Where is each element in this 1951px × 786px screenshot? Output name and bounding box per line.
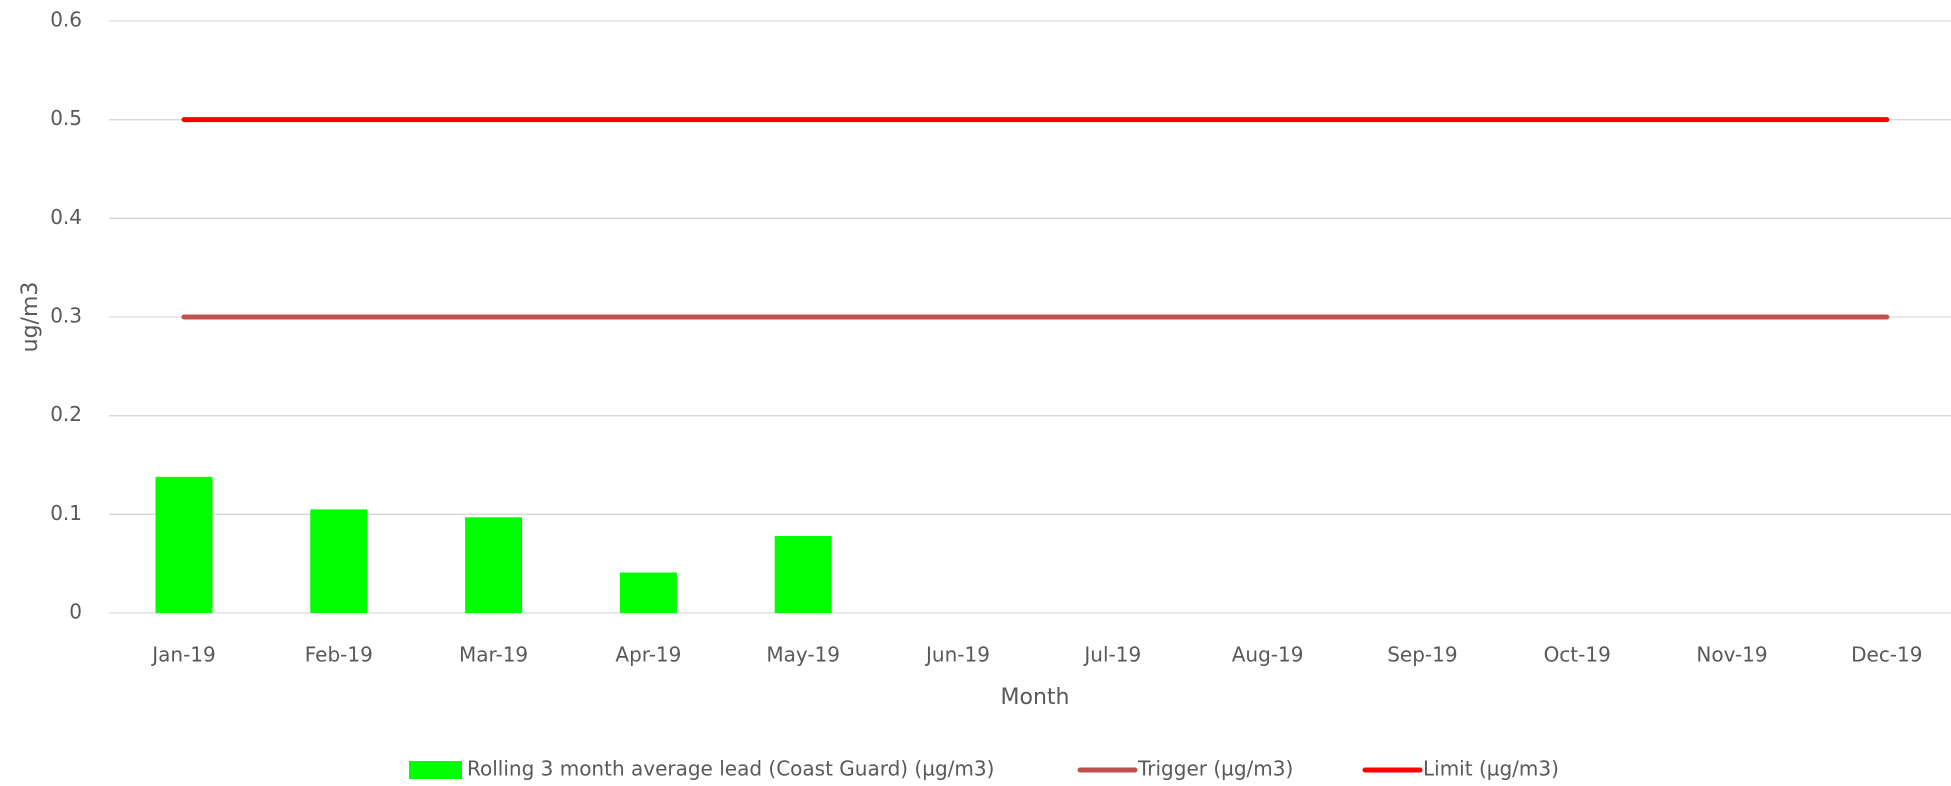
legend-swatch xyxy=(409,761,462,779)
x-tick-label: Jun-19 xyxy=(924,643,990,667)
bar xyxy=(155,476,213,613)
x-tick-label: Sep-19 xyxy=(1387,643,1457,667)
x-axis-title: Month xyxy=(1001,685,1070,710)
legend-label: Limit (µg/m3) xyxy=(1423,757,1559,781)
x-tick-label: May-19 xyxy=(766,643,840,667)
x-tick-label: Oct-19 xyxy=(1544,643,1611,667)
bar xyxy=(465,517,523,613)
legend-label: Rolling 3 month average lead (Coast Guar… xyxy=(467,757,994,781)
x-tick-label: Dec-19 xyxy=(1851,643,1922,667)
x-tick-label: Aug-19 xyxy=(1232,643,1304,667)
x-tick-label: Jan-19 xyxy=(150,643,216,667)
x-tick-label: Apr-19 xyxy=(615,643,681,667)
y-tick-label: 0.2 xyxy=(50,402,82,426)
x-tick-label: Feb-19 xyxy=(305,643,373,667)
bar xyxy=(774,536,832,613)
x-tick-label: Nov-19 xyxy=(1696,643,1767,667)
y-tick-label: 0 xyxy=(69,600,82,624)
x-tick-label: Mar-19 xyxy=(459,643,528,667)
bar xyxy=(310,509,368,613)
y-tick-label: 0.4 xyxy=(50,205,82,229)
x-tick-label: Jul-19 xyxy=(1082,643,1141,667)
legend-label: Trigger (µg/m3) xyxy=(1137,757,1293,781)
y-axis-title: ug/m3 xyxy=(18,282,43,353)
bar xyxy=(619,572,677,613)
y-tick-label: 0.1 xyxy=(50,501,82,525)
y-tick-label: 0.3 xyxy=(50,304,82,328)
y-tick-label: 0.5 xyxy=(50,106,82,130)
y-tick-label: 0.6 xyxy=(50,8,82,32)
